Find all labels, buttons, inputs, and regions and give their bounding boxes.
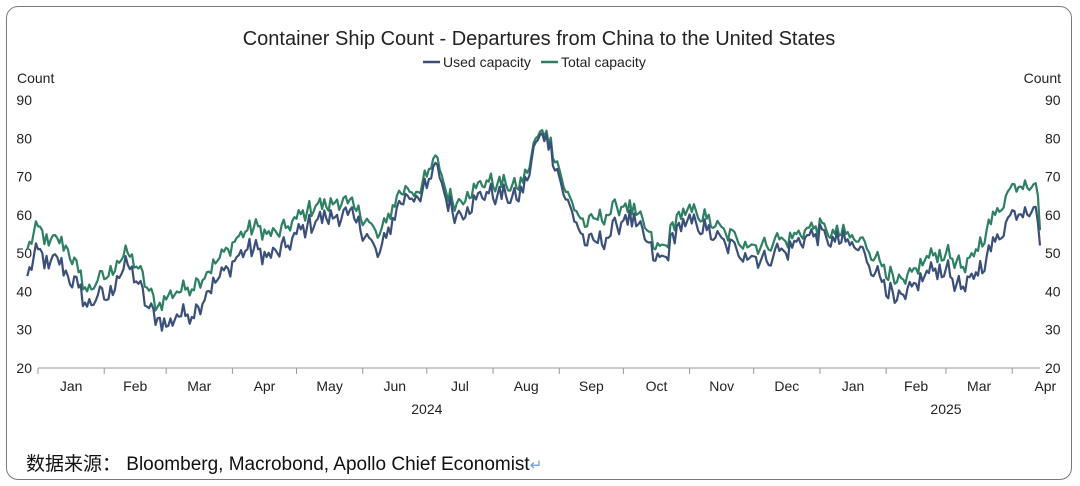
y-tick-label-left: 30	[16, 322, 32, 338]
y-tick-label-left: 60	[16, 207, 32, 223]
series-layer	[26, 129, 1042, 332]
y-tick-label-right: 70	[1045, 169, 1061, 185]
x-tick-label: Jul	[451, 378, 469, 394]
x-tick-label: May	[316, 378, 342, 394]
x-tick-label: Feb	[904, 378, 928, 394]
source-note: 数据来源： Bloomberg, Macrobond, Apollo Chief…	[26, 449, 542, 476]
legend-label-total: Total capacity	[561, 54, 646, 70]
x-tick-label: Aug	[514, 378, 539, 394]
y-axis-right: 20 30 40 50 60 70 80 90	[1045, 92, 1061, 376]
x-tick-label: Apr	[1034, 378, 1056, 394]
y-tick-label-left: 20	[16, 360, 32, 376]
y-tick-label-right: 40	[1045, 283, 1061, 299]
x-year-label: 2025	[930, 401, 961, 417]
y-axis-left-label: Count	[17, 70, 54, 86]
y-tick-label-left: 40	[16, 283, 32, 299]
x-tick-label: Jun	[383, 378, 406, 394]
y-tick-label-right: 20	[1045, 360, 1061, 376]
series-line-total-capacity	[26, 129, 1042, 312]
x-tick-label: Mar	[967, 378, 991, 394]
source-text: 数据来源： Bloomberg, Macrobond, Apollo Chief…	[26, 454, 530, 475]
x-tick-label: Jan	[842, 378, 865, 394]
x-tick-label: Jan	[60, 378, 83, 394]
series-line-used-capacity	[26, 132, 1042, 332]
y-tick-label-left: 70	[16, 169, 32, 185]
legend-label-used: Used capacity	[443, 54, 531, 70]
x-tick-label: Oct	[646, 378, 668, 394]
x-year-label: 2024	[411, 401, 442, 417]
y-tick-label-left: 50	[16, 245, 32, 261]
x-tick-label: Apr	[254, 378, 276, 394]
x-tick-label: Mar	[187, 378, 211, 394]
y-tick-label-left: 90	[16, 92, 32, 108]
x-tick-label: Nov	[709, 378, 734, 394]
chart-title: Container Ship Count - Departures from C…	[243, 28, 836, 50]
y-axis-right-label: Count	[1024, 70, 1061, 86]
x-tick-label: Sep	[579, 378, 604, 394]
return-mark-icon: ↵	[529, 457, 543, 474]
y-tick-label-right: 90	[1045, 92, 1061, 108]
y-tick-label-left: 80	[16, 130, 32, 146]
y-axis-left: 20 30 40 50 60 70 80 90	[16, 92, 32, 376]
x-tick-label: Dec	[774, 378, 799, 394]
y-tick-label-right: 30	[1045, 322, 1061, 338]
x-axis-years: 2024 2025	[411, 401, 962, 417]
y-tick-label-right: 80	[1045, 130, 1061, 146]
chart-frame	[6, 6, 1072, 480]
y-tick-label-right: 50	[1045, 245, 1061, 261]
x-axis: Jan Feb Mar Apr May Jun Jul Aug Sep Oct Nov Dec Jan F…	[37, 368, 1057, 394]
legend: Used capacity Total capacity	[423, 54, 646, 70]
y-tick-label-right: 60	[1045, 207, 1061, 223]
x-tick-label: Feb	[123, 378, 147, 394]
